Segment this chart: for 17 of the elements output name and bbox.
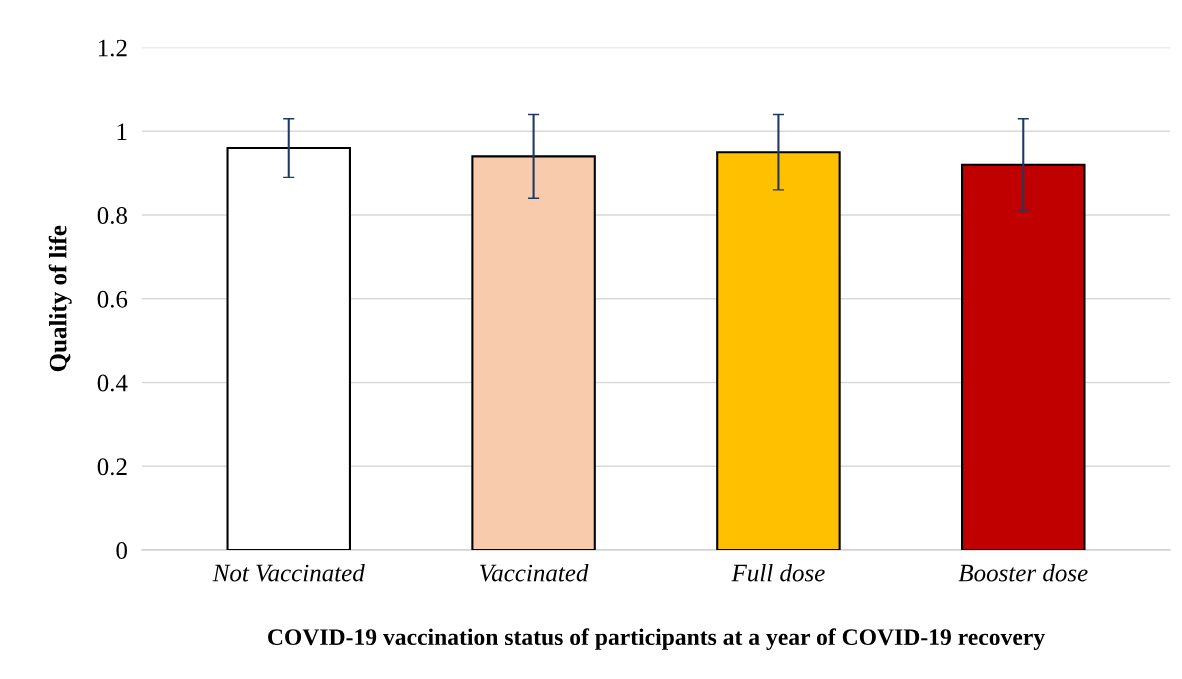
y-tick-label: 1 xyxy=(117,123,127,140)
y-tick-label: 0.8 xyxy=(97,207,127,225)
x-tick-label: Full dose xyxy=(731,563,825,582)
bar xyxy=(471,155,596,550)
y-tick-label: 0 xyxy=(116,542,127,559)
bar xyxy=(226,146,351,550)
x-tick-label: Not Vaccinated xyxy=(212,563,365,582)
x-tick-label: Vaccinated xyxy=(480,563,589,582)
x-axis-title: COVID-19 vaccination status of participants at a year of COVID-19 recovery xyxy=(268,628,1045,650)
y-tick-label: 1.2 xyxy=(98,39,127,57)
x-tick-label: Booster dose xyxy=(958,563,1088,582)
y-axis-title: Quality of life xyxy=(48,225,72,372)
bar xyxy=(716,151,841,550)
y-tick-label: 0.2 xyxy=(97,458,127,476)
y-tick-label: 0.6 xyxy=(97,290,128,308)
y-tick-label: 0.4 xyxy=(97,374,128,392)
bar xyxy=(961,163,1086,550)
